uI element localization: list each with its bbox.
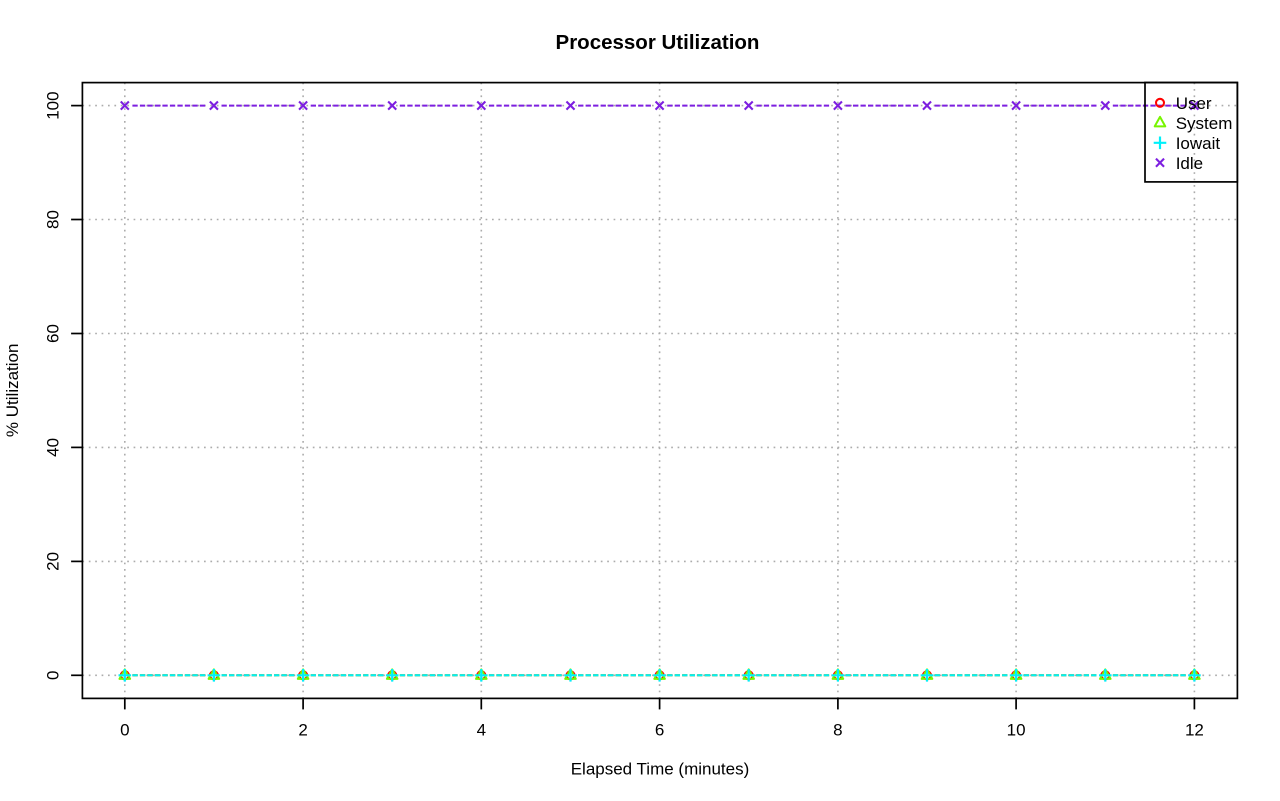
svg-text:8: 8 — [833, 721, 842, 740]
svg-text:80: 80 — [43, 210, 62, 229]
svg-text:12: 12 — [1185, 721, 1204, 740]
svg-text:20: 20 — [43, 552, 62, 571]
svg-text:2: 2 — [298, 721, 307, 740]
svg-text:System: System — [1176, 114, 1233, 133]
svg-text:4: 4 — [477, 721, 486, 740]
svg-text:0: 0 — [120, 721, 129, 740]
svg-text:60: 60 — [43, 324, 62, 343]
svg-text:% Utilization: % Utilization — [3, 344, 22, 438]
svg-text:User: User — [1176, 94, 1212, 113]
svg-text:Idle: Idle — [1176, 154, 1203, 173]
svg-text:6: 6 — [655, 721, 664, 740]
svg-text:Elapsed Time (minutes): Elapsed Time (minutes) — [571, 760, 750, 779]
svg-text:10: 10 — [1007, 721, 1026, 740]
svg-text:0: 0 — [43, 671, 62, 680]
svg-text:Processor Utilization: Processor Utilization — [556, 31, 760, 54]
svg-text:Iowait: Iowait — [1176, 134, 1221, 153]
svg-text:100: 100 — [43, 91, 62, 119]
svg-text:40: 40 — [43, 438, 62, 457]
